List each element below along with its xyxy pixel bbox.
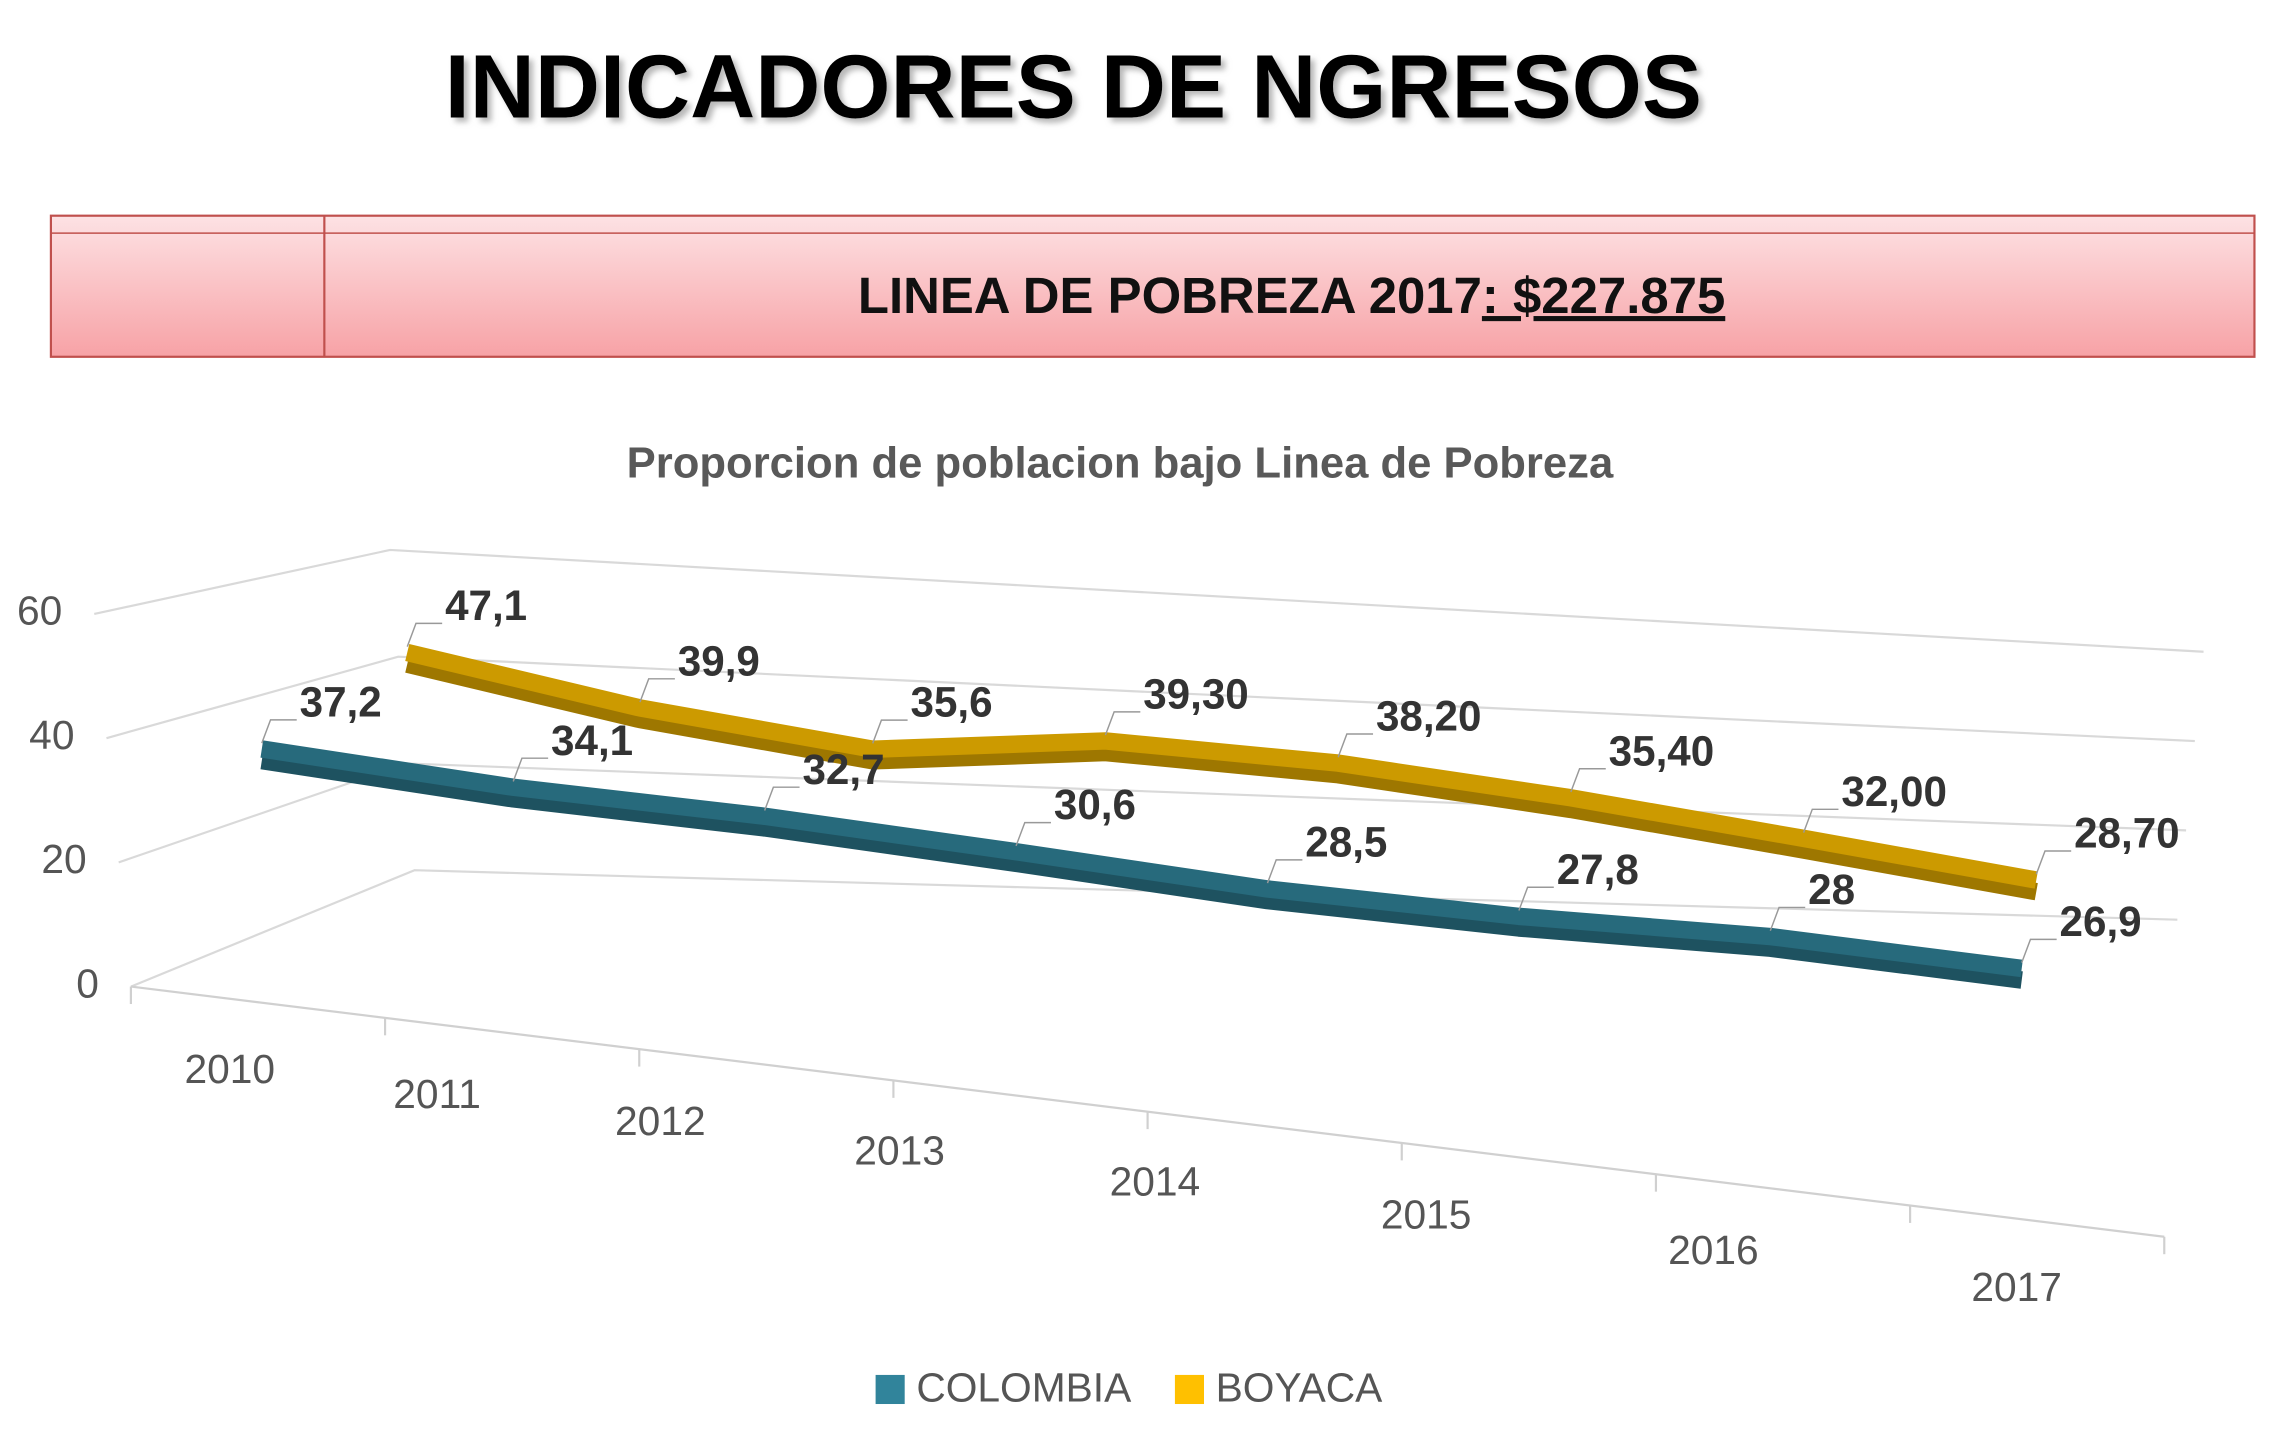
label-leader [2035,850,2072,875]
y-tick-label: 20 [41,836,86,882]
x-tick-label: 2014 [1110,1158,1201,1204]
legend-swatch [875,1374,905,1405]
label-leader [1266,859,1303,884]
data-label: 39,30 [1143,670,1249,717]
data-label: 37,2 [300,678,382,725]
x-tick-label: 2010 [185,1046,276,1092]
ribbon-side [260,751,2023,989]
label-leader [1104,711,1141,736]
label-leader [763,786,800,811]
data-label: 28,70 [2074,810,2180,857]
data-label: 32,00 [1841,768,1947,815]
x-tick-label: 2016 [1668,1227,1759,1273]
data-label: 30,6 [1054,781,1136,828]
y-tick-label: 40 [29,712,74,758]
banner-text: LINEA DE POBREZA 2017: $227.875 [858,268,1725,325]
label-leader [1015,821,1051,847]
data-label: 34,1 [551,717,633,764]
y-tick-label: 0 [76,960,99,1006]
label-leader [2021,938,2057,963]
banner: LINEA DE POBREZA 2017: $227.875 [49,214,2256,358]
legend-label: COLOMBIA [916,1365,1132,1411]
data-label: 26,9 [2060,898,2142,945]
label-leader [512,757,549,782]
page-title: INDICADORES DE NGRESOS [445,36,1702,137]
data-label: 27,8 [1557,846,1639,893]
data-label: 32,7 [802,746,884,793]
label-leader [261,719,297,744]
legend-swatch [1174,1374,1205,1405]
legend-label: BOYACA [1216,1365,1384,1411]
chart-title: Proporcion de poblacion bajo Linea de Po… [627,439,1614,487]
label-leader [1769,906,1806,931]
data-label: 28,5 [1305,818,1387,865]
data-label: 35,6 [911,679,993,726]
series-1: 47,1 39,9 35,6 39,30 38,20 35,40 32,00 28,70 [405,582,2180,901]
data-label: 28 [1808,866,1855,913]
banner-value: : $227.875 [1482,268,1725,325]
series-0: 37,2 34,1 32,7 30,6 28,5 27,8 28 26,9 [260,678,2142,989]
grid-line [94,548,2204,653]
banner-box [49,214,2256,358]
data-label: 38,20 [1376,693,1482,740]
label-leader [1518,886,1554,911]
line [260,740,2023,978]
grid-line [106,655,2195,743]
label-leader [406,622,443,647]
x-tick-label: 2015 [1381,1192,1472,1238]
banner-label: LINEA DE POBREZA 2017 [858,268,1482,325]
label-leader [872,719,908,744]
grid-line [130,869,2178,988]
line [405,644,2038,889]
x-tick-label: 2017 [1971,1264,2062,1310]
label-leader [1802,808,1839,833]
data-label: 39,9 [678,637,760,684]
x-tick-label: 2013 [854,1127,945,1173]
data-label: 35,40 [1609,727,1715,774]
label-leader [1570,767,1606,793]
label-leader [639,678,675,703]
data-label: 47,1 [445,582,527,629]
ribbon-side [405,655,2038,901]
y-tick-label: 60 [17,588,62,634]
label-leader [1337,733,1374,758]
x-tick-label: 2012 [615,1098,706,1144]
x-tick-label: 2011 [393,1071,481,1117]
